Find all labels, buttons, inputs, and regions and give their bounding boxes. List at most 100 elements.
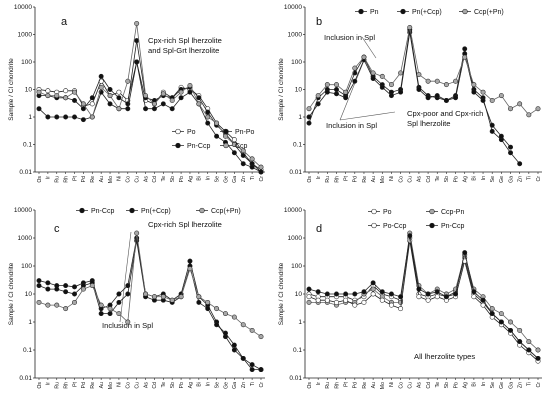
data-point — [361, 299, 367, 305]
data-point — [398, 306, 404, 312]
data-point — [116, 299, 122, 305]
data-point — [45, 302, 51, 308]
data-point — [343, 291, 349, 297]
series-line — [38, 61, 262, 171]
x-tick-label: Rh — [63, 382, 69, 389]
data-point — [214, 306, 220, 312]
data-point — [398, 299, 404, 305]
legend-marker — [79, 207, 85, 214]
data-point — [80, 286, 86, 292]
data-point — [370, 70, 376, 76]
data-point — [334, 82, 339, 88]
legend: Po Pn-Po Pn-Ccp Ccp — [172, 128, 255, 150]
series-Ccp(+Pn) — [306, 25, 541, 118]
data-point — [36, 278, 42, 284]
data-point — [205, 114, 211, 120]
data-point — [508, 144, 513, 150]
data-point — [107, 306, 113, 312]
legend: Pn Pn(+Ccp) Ccp(+Pn) — [355, 8, 504, 16]
series-line — [38, 240, 262, 370]
data-point — [508, 327, 513, 333]
data-point — [434, 294, 440, 300]
data-point — [196, 299, 202, 305]
data-point — [462, 54, 468, 60]
data-point — [306, 114, 312, 120]
data-point — [361, 54, 367, 60]
data-point — [535, 355, 541, 361]
x-tick-label: Cd — [152, 382, 158, 389]
x-tick-label: In — [206, 382, 212, 386]
x-tick-label: Pt — [72, 381, 78, 386]
data-point — [425, 95, 431, 101]
x-tick-label: As — [417, 176, 423, 182]
data-point — [489, 128, 495, 134]
data-point — [258, 367, 264, 373]
annotation: Cpx-poor and Cpx-rich — [407, 109, 483, 118]
data-point — [324, 291, 330, 297]
legend-label: Po — [187, 129, 196, 136]
series-Ccp — [36, 21, 264, 170]
data-point — [98, 302, 104, 308]
series-Po-Ccp — [306, 238, 541, 364]
x-tick-label: Te — [161, 176, 167, 182]
data-point — [143, 106, 149, 112]
y-tick-label: 100 — [21, 263, 32, 270]
data-point — [196, 101, 202, 107]
data-point — [36, 283, 42, 289]
y-tick-label: 0.1 — [293, 142, 302, 149]
data-point — [434, 289, 440, 295]
annotation-pointer — [339, 57, 366, 121]
data-point — [489, 311, 495, 317]
data-point — [480, 89, 486, 95]
data-point — [258, 334, 264, 340]
x-tick-label: Ni — [389, 382, 395, 387]
data-point — [214, 120, 220, 126]
x-tick-label: Ru — [55, 382, 61, 389]
data-point — [258, 164, 264, 170]
data-point — [398, 294, 404, 300]
data-point — [231, 150, 237, 156]
x-tick-label: Ag — [188, 382, 194, 388]
data-point — [388, 82, 394, 88]
x-tick-label: Ni — [389, 176, 395, 181]
x-tick-label: Ti — [250, 176, 256, 180]
legend-marker — [223, 128, 229, 135]
legend-marker — [371, 222, 377, 229]
data-point — [143, 93, 149, 99]
y-tick-label: 0.1 — [23, 347, 32, 354]
data-point — [45, 280, 51, 286]
x-tick-label: Bi — [197, 382, 203, 387]
annotation: All lherzolite types — [414, 352, 475, 361]
data-point — [535, 347, 541, 353]
data-point — [249, 327, 255, 333]
series-Pn(+Ccp) — [306, 29, 513, 150]
data-point — [72, 89, 77, 95]
data-point — [443, 294, 449, 300]
x-tick-label: Co — [126, 176, 132, 183]
data-point — [324, 89, 330, 95]
data-point — [425, 291, 431, 297]
data-point — [489, 306, 495, 312]
data-point — [343, 95, 349, 101]
data-point — [89, 101, 95, 107]
data-point — [45, 114, 51, 120]
data-point — [407, 25, 413, 30]
x-tick-label: Rh — [63, 176, 69, 183]
data-point — [334, 299, 339, 305]
x-tick-label: Te — [435, 176, 441, 182]
data-point — [36, 106, 42, 112]
x-tick-label: Bi — [472, 382, 478, 387]
x-tick-label: Pb — [453, 382, 459, 388]
x-tick-label: Ag — [463, 176, 469, 182]
data-point — [526, 339, 532, 345]
data-point — [352, 291, 358, 297]
x-tick-label: Re — [362, 382, 368, 389]
data-point — [63, 95, 69, 101]
data-point — [498, 133, 504, 139]
x-tick-label: Au — [371, 176, 377, 182]
data-point — [98, 311, 104, 317]
data-point — [134, 59, 140, 65]
data-point — [36, 89, 42, 95]
data-point — [434, 78, 440, 84]
